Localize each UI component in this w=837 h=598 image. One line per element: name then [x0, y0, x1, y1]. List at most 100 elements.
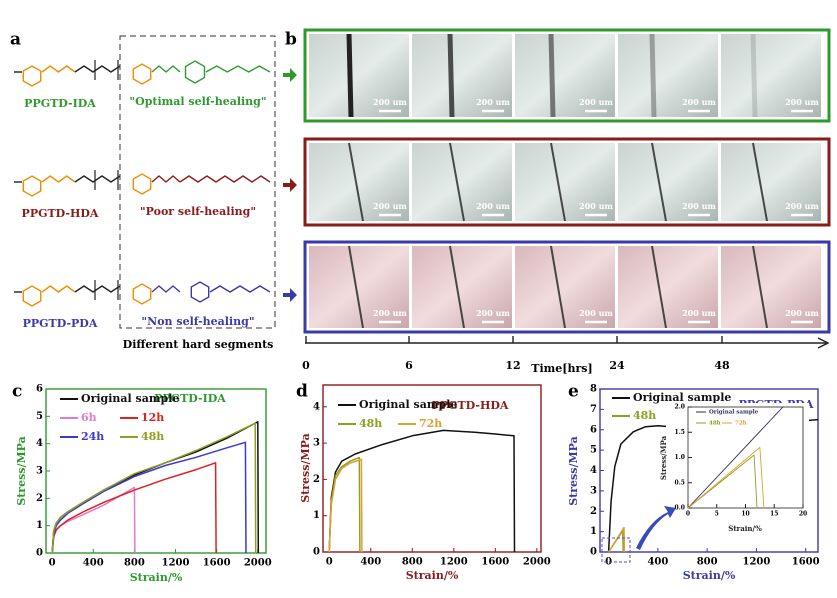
y-axis-label: Stress/MPa: [567, 436, 580, 506]
series-line: [687, 454, 758, 509]
micrograph: [309, 246, 409, 328]
ring: [132, 283, 152, 305]
x-axis-label: Strain/%: [130, 571, 183, 584]
series-line: [687, 406, 784, 509]
legend-label: 48h: [633, 409, 656, 422]
legend-label: 24h: [81, 430, 104, 443]
ring: [184, 60, 206, 84]
scale-label: 200 um: [682, 97, 716, 107]
x-tick-label: 2000: [523, 557, 551, 568]
scale-label: 200 um: [682, 201, 716, 211]
bond-chain: [179, 175, 271, 183]
y-tick-label: 0: [313, 547, 320, 558]
bond-chain: [151, 175, 181, 183]
decor: [14, 28, 831, 349]
x-tick-label: 0: [686, 511, 690, 518]
series-line: [328, 429, 516, 553]
bond-chain: [74, 285, 121, 293]
chart-title: PPGTD-IDA: [154, 392, 226, 405]
scratch: [447, 33, 455, 118]
structure-name: PPGTD-HDA: [22, 207, 99, 220]
structure-description: "Non self-healing": [141, 315, 254, 328]
x-tick-label: 2000: [244, 558, 272, 569]
micrograph: [618, 246, 718, 328]
zoom-arrow: [636, 506, 676, 550]
panel-label: d: [296, 382, 308, 402]
y-tick-label: 1: [590, 526, 597, 537]
series-line: [51, 441, 247, 554]
legend-label: Original sample: [709, 410, 759, 416]
x-axis-label: Strain/%: [728, 524, 762, 533]
x-tick-label: 0: [605, 557, 612, 568]
legend-label: 48h: [141, 430, 164, 443]
scale-label: 200 um: [785, 308, 819, 318]
x-tick-label: 1200: [440, 557, 468, 568]
bond-chain: [209, 285, 271, 293]
bracket: [94, 170, 119, 190]
ring: [22, 65, 42, 87]
y-tick-label: 1.0: [675, 454, 685, 461]
panel-label: e: [568, 382, 579, 402]
y-tick-label: 4: [313, 401, 320, 412]
series-line: [51, 422, 257, 554]
y-tick-label: 2: [590, 506, 597, 517]
x-tick-label: 15: [770, 511, 778, 518]
y-tick-label: 3: [590, 485, 597, 496]
x-tick-label: 800: [697, 557, 718, 568]
x-axis-label: Strain/%: [406, 569, 459, 582]
legend-label: Original sample: [359, 398, 457, 411]
x-tick-label: 20: [799, 511, 807, 518]
x-tick-label: 5: [715, 511, 719, 518]
legend-label: 72h: [735, 421, 747, 427]
bond-chain: [41, 175, 76, 183]
scale-label: 200 um: [373, 308, 407, 318]
ring: [22, 285, 42, 307]
inset-bg: [666, 403, 809, 532]
x-tick-label: 1600: [203, 558, 231, 569]
structure-description: "Optimal self-healing": [129, 95, 266, 108]
legend-label: 48h: [359, 417, 382, 430]
micrograph: [412, 34, 512, 117]
scale-label: 200 um: [579, 308, 613, 318]
scratch: [750, 33, 758, 118]
y-tick-label: 3: [313, 438, 320, 449]
y-tick-label: 4: [36, 438, 43, 449]
micrograph: [721, 246, 821, 328]
y-tick-label: 4: [590, 465, 597, 476]
micrograph: [618, 143, 718, 221]
timeline-tick-label: 6: [405, 359, 413, 372]
bracket: [94, 60, 119, 80]
x-tick-label: 400: [83, 558, 104, 569]
x-axis-label: Strain/%: [683, 569, 736, 582]
y-tick-label: 5: [590, 445, 597, 456]
scratch: [449, 245, 465, 329]
y-tick-label: 2: [313, 474, 320, 485]
dashed-box: [119, 35, 276, 329]
bond-chain: [151, 65, 181, 73]
micrograph-frame: [303, 240, 831, 334]
scale-label: 200 um: [785, 201, 819, 211]
scratch: [348, 142, 364, 222]
series-line: [687, 446, 765, 509]
scratch: [649, 33, 657, 118]
hard-segments-label: Different hard segments: [123, 338, 274, 351]
timeline-tick-label: 48: [714, 359, 730, 372]
x-tick-label: 1200: [742, 557, 770, 568]
scratch: [346, 33, 354, 118]
scratch: [449, 142, 465, 222]
scale-label: 200 um: [579, 201, 613, 211]
legend-label: Original sample: [81, 392, 179, 405]
micrograph-frame: [303, 137, 831, 227]
y-tick-label: 6: [590, 424, 597, 435]
scale-label: 200 um: [682, 308, 716, 318]
panel-label: c: [12, 382, 22, 402]
bond-chain: [74, 175, 121, 183]
series-line: [328, 458, 363, 553]
scale-label: 200 um: [373, 201, 407, 211]
micrograph: [618, 34, 718, 117]
micrograph: [515, 246, 615, 328]
scratch: [752, 142, 768, 222]
structure-name: PPGTD-PDA: [23, 317, 98, 330]
ring: [190, 281, 210, 303]
